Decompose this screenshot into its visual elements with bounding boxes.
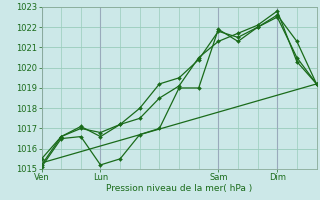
X-axis label: Pression niveau de la mer( hPa ): Pression niveau de la mer( hPa ) — [106, 184, 252, 193]
